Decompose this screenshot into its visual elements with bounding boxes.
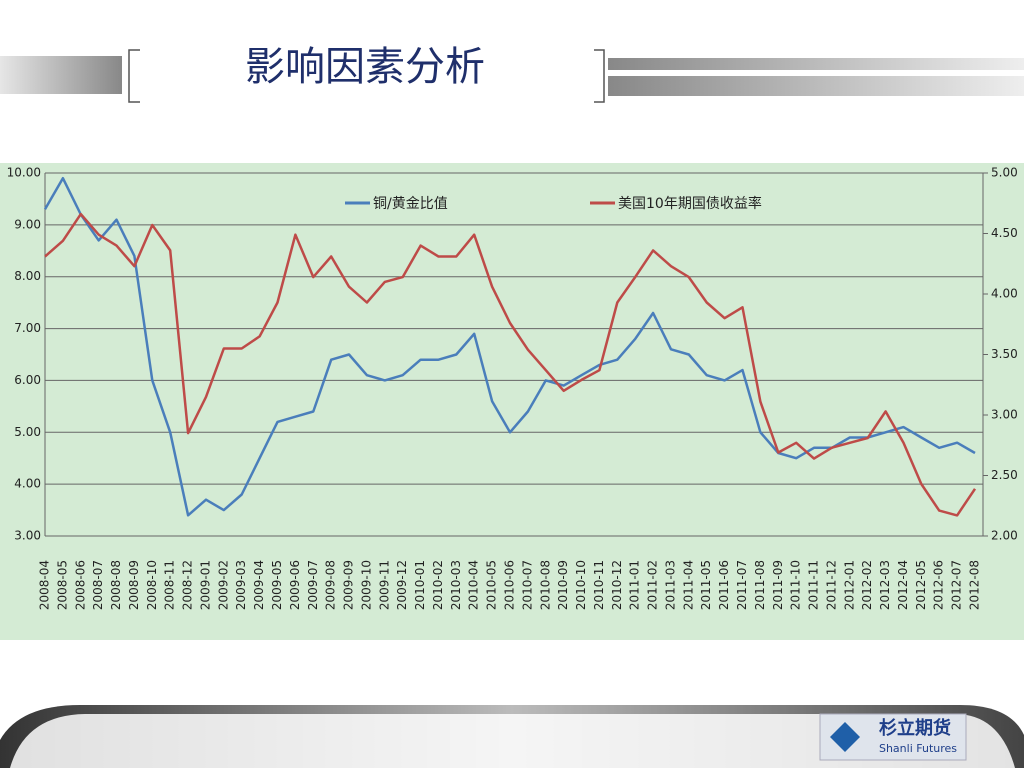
x-tick-label: 2009-09 (342, 560, 356, 610)
x-tick-label: 2012-08 (968, 560, 982, 610)
x-tick-label: 2012-04 (896, 560, 910, 610)
x-tick-label: 2008-09 (127, 560, 141, 610)
chart-background (0, 163, 1024, 640)
x-tick-label: 2009-04 (252, 560, 266, 610)
chart: 3.00 4.00 5.00 6.00 7.00 8.00 9.00 10.00 2.00 2.5… (7, 166, 1018, 611)
logo-name: 杉立期货 (879, 717, 951, 739)
x-tick-label: 2012-02 (860, 560, 874, 610)
legend-label: 美国10年期国债收益率 (618, 195, 762, 212)
y-tick-label: 6.00 (14, 373, 41, 387)
x-tick-label: 2010-11 (592, 560, 606, 610)
x-tick-label: 2010-02 (431, 560, 445, 610)
y2-tick-label: 4.50 (991, 226, 1018, 240)
x-tick-label: 2010-07 (520, 560, 534, 610)
y2-tick-label: 3.00 (991, 408, 1018, 422)
series-line (43, 176, 976, 517)
header-bar (608, 58, 1024, 70)
y2-tick-label: 4.00 (991, 287, 1018, 301)
legend-label: 铜/黄金比值 (373, 195, 448, 212)
x-tick-label: 2012-03 (878, 560, 892, 610)
y-tick-label: 9.00 (14, 217, 41, 231)
x-tick-label: 2010-09 (556, 560, 570, 610)
x-tick-label: 2011-04 (681, 560, 695, 610)
x-tick-label: 2009-06 (288, 560, 302, 610)
x-tick-label: 2011-07 (735, 560, 749, 610)
y2-tick-label: 2.50 (991, 468, 1018, 482)
x-tick-label: 2010-01 (413, 560, 427, 610)
header-bar (608, 76, 1024, 96)
y2-tick-label: 5.00 (991, 166, 1018, 180)
x-tick-label: 2008-10 (145, 560, 159, 610)
x-tick-label: 2012-05 (914, 560, 928, 610)
y2-tick-label: 3.50 (991, 347, 1018, 361)
x-tick-label: 2009-11 (377, 560, 391, 610)
header-bar (0, 56, 122, 94)
x-tick-label: 2010-03 (449, 560, 463, 610)
logo-icon (830, 722, 860, 752)
y-tick-label: 4.00 (14, 477, 41, 491)
y2-tick-label: 2.00 (991, 529, 1018, 543)
x-tick-label: 2011-01 (628, 560, 642, 610)
x-tick-label: 2009-01 (198, 560, 212, 610)
x-tick-label: 2009-07 (306, 560, 320, 610)
x-tick-label: 2011-05 (699, 560, 713, 610)
y-tick-label: 10.00 (7, 166, 41, 180)
slide-title: 影响因素分析 (245, 44, 485, 90)
bracket (128, 49, 140, 103)
x-tick-label: 2008-08 (109, 560, 123, 610)
x-tick-label: 2008-06 (73, 560, 87, 610)
x-tick-label: 2009-02 (216, 560, 230, 610)
y-tick-label: 5.00 (14, 425, 41, 439)
x-tick-label: 2011-08 (753, 560, 767, 610)
x-tick-label: 2008-11 (163, 560, 177, 610)
x-tick-label: 2010-06 (503, 560, 517, 610)
x-tick-label: 2011-03 (663, 560, 677, 610)
x-tick-label: 2011-11 (807, 560, 821, 610)
x-tick-label: 2008-04 (38, 560, 52, 610)
y-tick-label: 7.00 (14, 321, 41, 335)
x-tick-label: 2009-08 (324, 560, 338, 610)
bracket (594, 49, 605, 103)
x-tick-label: 2009-05 (270, 560, 284, 610)
x-tick-label: 2010-04 (467, 560, 481, 610)
x-tick-label: 2008-12 (181, 560, 195, 610)
x-tick-label: 2009-10 (359, 560, 373, 610)
y-tick-label: 8.00 (14, 269, 41, 283)
x-tick-label: 2011-10 (789, 560, 803, 610)
x-tick-label: 2012-07 (950, 560, 964, 610)
y-tick-label: 3.00 (14, 529, 41, 543)
x-tick-label: 2009-03 (234, 560, 248, 610)
x-tick-label: 2010-12 (610, 560, 624, 610)
x-tick-label: 2010-10 (574, 560, 588, 610)
x-tick-label: 2008-05 (55, 560, 69, 610)
x-tick-label: 2011-12 (824, 560, 838, 610)
x-tick-label: 2011-02 (646, 560, 660, 610)
x-tick-label: 2010-05 (485, 560, 499, 610)
x-tick-label: 2009-12 (395, 560, 409, 610)
series-line (44, 212, 977, 517)
x-tick-label: 2011-09 (771, 560, 785, 610)
x-tick-label: 2011-06 (717, 560, 731, 610)
footer-inner (10, 714, 1015, 768)
x-tick-label: 2010-08 (538, 560, 552, 610)
logo-subtitle: Shanli Futures (879, 742, 957, 755)
x-tick-label: 2008-07 (91, 560, 105, 610)
x-tick-label: 2012-06 (932, 560, 946, 610)
x-tick-label: 2012-01 (842, 560, 856, 610)
